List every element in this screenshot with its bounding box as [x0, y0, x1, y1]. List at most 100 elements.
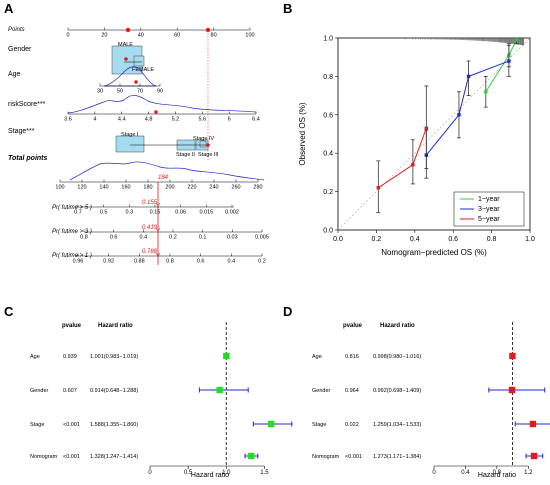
- forest-d-hr-point: [530, 452, 538, 460]
- forest-c-row-pvalue: <0.001: [63, 422, 80, 428]
- calibration-x-label: Nomogram−predicted OS (%): [381, 248, 487, 257]
- prob1-value: 0.788: [142, 249, 158, 255]
- forest-c-row-pvalue: <0.001: [63, 454, 80, 460]
- total-points-tick-label: 140: [99, 185, 108, 191]
- forest-c-row-pvalue: 0.939: [63, 354, 77, 360]
- riskscore-tick-label: 3.6: [64, 117, 72, 123]
- riskscore-tick-label: 4.8: [145, 117, 153, 123]
- forest-d-row-pvalue: 0.816: [345, 354, 359, 360]
- prob5-label: Pr( futime > 5 ): [52, 205, 92, 211]
- total-points-tick-label: 240: [209, 185, 218, 191]
- riskscore-label: riskScore***: [8, 101, 46, 108]
- prob5-tick-label: 0.7: [74, 210, 82, 216]
- calibration-y-tick-label: 0.6: [323, 112, 333, 119]
- forest-d-row-pvalue: 0.964: [345, 388, 359, 394]
- forest-d-hr-point: [529, 420, 537, 428]
- calibration-point-5year: [424, 126, 429, 130]
- forest-panel-c: pvalue Hazard ratio Age 0.939 1.001(0.983−…: [30, 322, 293, 479]
- age-marker: [134, 80, 138, 84]
- prob1-tick-label: 0.4: [228, 259, 236, 265]
- riskscore-ticks: 3.6 4 4.4 4.8 5.2 5.6 6 6.4: [64, 111, 260, 123]
- prob1-tick-label: 0.92: [103, 259, 114, 265]
- prob1-tick-label: 0.6: [197, 259, 205, 265]
- prob3-tick-label: 0.2: [169, 235, 177, 241]
- forest-d-rows: Age 0.816 0.998(0.980−1.016) Gender 0.964 0.9…: [312, 322, 550, 476]
- forest-c-x-tick-label: 1.0: [222, 470, 231, 476]
- calibration-x-tick-label: 0.8: [487, 236, 497, 243]
- prob3-label: Pr( futime > 3 ): [52, 229, 92, 235]
- forest-c-x-tick-label: 0: [148, 470, 152, 476]
- forest-c-hr-point: [216, 386, 223, 394]
- calibration-point-1year: [484, 90, 488, 94]
- stage-level-ii: Stage II: [176, 152, 195, 158]
- forest-d-row-hr: 0.998(0.980−1.016): [373, 354, 421, 360]
- calibration-y-tick-label: 0.8: [323, 74, 333, 81]
- forest-d-x-tick-label: 0.4: [461, 470, 470, 476]
- riskscore-density-curve: [67, 95, 257, 114]
- prob3-ticks: 0.8 0.6 0.4 0.2 0.1 0.03 0.005: [80, 229, 269, 241]
- prob1-label: Pr( futime > 1 ): [52, 253, 92, 259]
- points-tick-label: 60: [174, 33, 180, 39]
- calibration-point-5year: [411, 163, 415, 167]
- prob3-tick-label: 0.1: [199, 235, 207, 241]
- forest-d-row-name: Age: [312, 354, 322, 360]
- total-points-tick-label: 260: [231, 185, 240, 191]
- prob5-ticks: 0.7 0.5 0.3 0.15 0.06 0.015 0.002: [74, 204, 239, 216]
- prob3-tick-label: 0.4: [140, 235, 148, 241]
- stage-iv-box: [199, 140, 207, 148]
- stage-level-iv: Stage IV: [193, 136, 214, 142]
- forest-d-pvalue-header: pvalue: [343, 323, 363, 329]
- prob3-tick-label: 0.005: [255, 235, 269, 241]
- forest-d-x-tick-label: 0: [432, 470, 436, 476]
- forest-d-x-tick-label: 1.2: [524, 470, 533, 476]
- forest-d-hr-header: Hazard ratio: [380, 323, 415, 329]
- panel-letter-c: C: [4, 304, 14, 319]
- calibration-line-3year: [425, 60, 510, 156]
- gender-level-male: MALE: [118, 42, 133, 48]
- forest-c-row-hr: 0.914(0.648−1.288): [90, 388, 138, 394]
- prob5-tick-label: 0.15: [150, 210, 161, 216]
- calibration-x-tick-label: 0.6: [448, 236, 458, 243]
- forest-d-hr-point: [508, 386, 516, 394]
- forest-d-row-hr: 1.273(1.171−1.384): [373, 454, 421, 460]
- riskscore-marker: [154, 110, 158, 114]
- forest-c-hr-point: [223, 352, 230, 360]
- calibration-point-3year: [457, 113, 461, 117]
- calibration-panel: 0.0 0.2 0.4 0.6 0.8 1.0 0.0 0.2 0.4 0.6 0.8 1.0 No…: [298, 36, 535, 258]
- nomogram-panel: Points 0 20 40 60 80 100 Gender MALE FEMALE A…: [8, 27, 269, 265]
- prob1-tick-label: 0.2: [258, 259, 266, 265]
- riskscore-tick-label: 6.4: [252, 117, 260, 123]
- forest-d-row-name: Stage: [312, 422, 326, 428]
- prob1-tick-label: 0.88: [134, 259, 145, 265]
- total-points-ticks: 100 120 140 160 180 200 220 240 260 280: [55, 179, 263, 191]
- forest-d-hr-point: [509, 352, 516, 360]
- legend-5year: 5−year: [478, 216, 500, 223]
- forest-c-x-label: Hazard ratio: [191, 472, 229, 479]
- forest-c-row-name: Stage: [30, 422, 44, 428]
- gender-female-box: [133, 55, 145, 67]
- calibration-y-tick-label: 0.0: [323, 228, 333, 235]
- points-tick-label: 40: [138, 33, 144, 39]
- total-points-value: 184: [158, 175, 169, 181]
- total-points-density-curve: [69, 161, 265, 181]
- total-points-tick-label: 220: [187, 185, 196, 191]
- calibration-y-ticks: 0.0 0.2 0.4 0.6 0.8 1.0: [323, 36, 338, 235]
- panel-letter-b: B: [283, 1, 292, 16]
- calibration-point-5year: [376, 186, 381, 190]
- calibration-point-1year: [514, 38, 519, 42]
- points-tick-label: 0: [66, 33, 69, 39]
- prob3-tick-label: 0.03: [227, 235, 238, 241]
- forest-c-row-hr: 1.328(1.247−1.414): [90, 454, 138, 460]
- forest-c-row-name: Age: [30, 354, 40, 360]
- age-tick-label: 70: [137, 89, 143, 95]
- calibration-y-tick-label: 1.0: [323, 36, 333, 43]
- forest-c-pvalue-header: pvalue: [62, 323, 82, 329]
- age-tick-label: 50: [117, 89, 123, 95]
- gender-marker: [124, 57, 128, 61]
- calibration-series: [376, 37, 519, 214]
- calibration-diagonal: [337, 37, 531, 231]
- calibration-x-tick-label: 0.0: [333, 236, 343, 243]
- forest-c-x-tick-label: 1.5: [260, 470, 269, 476]
- calibration-x-tick-label: 0.4: [410, 236, 420, 243]
- riskscore-tick-label: 5.6: [198, 117, 206, 123]
